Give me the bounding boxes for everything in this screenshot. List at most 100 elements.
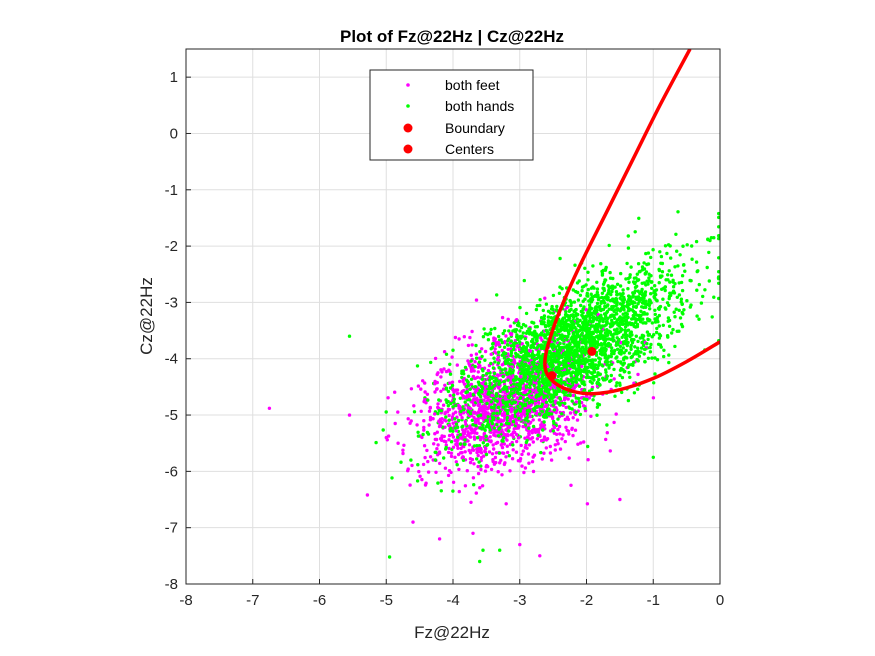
- data-point-both-feet: [469, 369, 474, 373]
- data-point-both-feet: [480, 347, 484, 351]
- data-point-both-feet: [474, 352, 479, 356]
- data-point-both-hands: [554, 345, 558, 349]
- data-point-both-feet: [493, 455, 498, 460]
- data-point-both-feet: [508, 331, 513, 336]
- data-point-both-hands: [667, 303, 671, 307]
- data-point-both-hands: [542, 420, 546, 424]
- data-point-both-hands: [566, 351, 570, 356]
- data-point-both-hands: [444, 387, 449, 391]
- data-point-both-feet: [526, 452, 531, 456]
- data-point-both-feet: [512, 427, 516, 431]
- data-point-both-hands: [603, 304, 607, 309]
- data-point-both-feet: [433, 379, 437, 384]
- data-point-both-hands: [609, 362, 614, 366]
- data-point-both-feet: [483, 349, 488, 354]
- data-point-both-hands: [489, 347, 493, 351]
- data-point-both-feet: [472, 415, 476, 420]
- data-point-both-hands: [574, 410, 578, 414]
- data-point-both-feet: [402, 443, 406, 447]
- data-point-both-hands: [542, 314, 547, 318]
- data-point-both-hands: [636, 302, 640, 306]
- data-point-both-hands: [552, 343, 556, 347]
- data-point-both-feet: [553, 443, 557, 447]
- data-point-both-hands: [525, 412, 529, 416]
- data-point-both-hands: [666, 273, 670, 277]
- data-point-both-feet: [500, 348, 504, 353]
- data-point-both-feet: [571, 416, 575, 420]
- data-point-both-hands: [451, 489, 455, 493]
- data-point-both-hands: [620, 298, 625, 302]
- data-point-both-hands: [652, 333, 656, 337]
- data-point-both-hands: [555, 333, 559, 337]
- data-point-both-feet: [436, 402, 440, 406]
- data-point-both-hands: [490, 386, 494, 390]
- data-point-both-hands: [697, 282, 701, 287]
- data-point-both-hands: [553, 331, 557, 335]
- data-point-both-feet: [495, 430, 500, 434]
- data-point-both-hands: [653, 284, 657, 288]
- data-point-both-hands: [504, 408, 508, 412]
- data-point-both-hands: [471, 423, 475, 427]
- data-point-both-hands: [538, 303, 542, 308]
- data-point-both-hands: [712, 236, 716, 240]
- data-point-both-feet: [537, 401, 541, 405]
- data-point-both-hands: [689, 303, 693, 307]
- data-point-both-feet: [510, 406, 514, 410]
- data-point-both-hands: [581, 307, 585, 311]
- data-point-both-hands: [690, 257, 694, 261]
- data-point-both-hands: [568, 349, 572, 353]
- data-point-both-hands: [436, 411, 440, 416]
- data-point-both-hands: [540, 374, 545, 378]
- data-point-both-hands: [671, 327, 675, 332]
- data-point-both-feet: [494, 451, 499, 455]
- data-point-both-feet: [466, 406, 471, 410]
- data-point-both-hands: [531, 337, 535, 342]
- data-point-both-hands: [535, 405, 539, 409]
- data-point-both-hands: [682, 308, 686, 312]
- data-point-both-hands: [637, 216, 641, 220]
- data-point-both-hands: [627, 280, 631, 284]
- data-point-both-hands: [566, 383, 571, 388]
- data-point-both-hands: [647, 276, 651, 280]
- data-point-both-feet: [471, 531, 475, 535]
- data-point-both-hands: [595, 327, 599, 332]
- data-point-both-feet: [456, 446, 460, 450]
- data-point-both-hands: [564, 358, 569, 363]
- data-point-both-feet: [502, 410, 506, 415]
- data-point-both-hands: [597, 296, 601, 300]
- data-point-both-feet: [500, 315, 505, 320]
- data-point-both-hands: [666, 335, 670, 339]
- data-point-both-hands: [484, 434, 488, 438]
- data-point-both-hands: [466, 374, 471, 378]
- data-point-both-feet: [554, 399, 558, 403]
- data-point-both-hands: [619, 360, 623, 364]
- data-point-both-hands: [627, 302, 632, 306]
- data-point-both-hands: [484, 452, 489, 457]
- data-point-both-hands: [547, 388, 551, 392]
- data-point-both-feet: [447, 413, 451, 418]
- data-point-both-feet: [566, 397, 570, 401]
- data-point-both-hands: [546, 315, 551, 319]
- data-point-both-hands: [599, 342, 603, 346]
- data-point-both-hands: [494, 392, 499, 396]
- data-point-both-hands: [618, 381, 622, 385]
- data-point-both-hands: [569, 337, 573, 341]
- data-point-both-feet: [471, 476, 476, 480]
- data-point-both-hands: [475, 436, 480, 440]
- data-point-both-feet: [485, 407, 490, 411]
- data-point-both-hands: [600, 353, 604, 357]
- data-point-both-feet: [469, 431, 474, 435]
- data-point-both-hands: [514, 375, 518, 379]
- data-point-both-feet: [560, 437, 564, 441]
- data-point-both-hands: [452, 400, 456, 404]
- data-point-both-hands: [575, 332, 580, 337]
- data-point-both-hands: [519, 325, 524, 330]
- data-point-both-hands: [607, 243, 611, 248]
- data-point-both-feet: [575, 418, 580, 422]
- data-point-both-feet: [442, 350, 447, 354]
- data-point-both-hands: [506, 394, 511, 399]
- data-point-both-hands: [511, 371, 515, 375]
- data-point-both-feet: [556, 427, 560, 432]
- data-point-both-feet: [574, 400, 579, 404]
- data-point-both-feet: [469, 353, 473, 357]
